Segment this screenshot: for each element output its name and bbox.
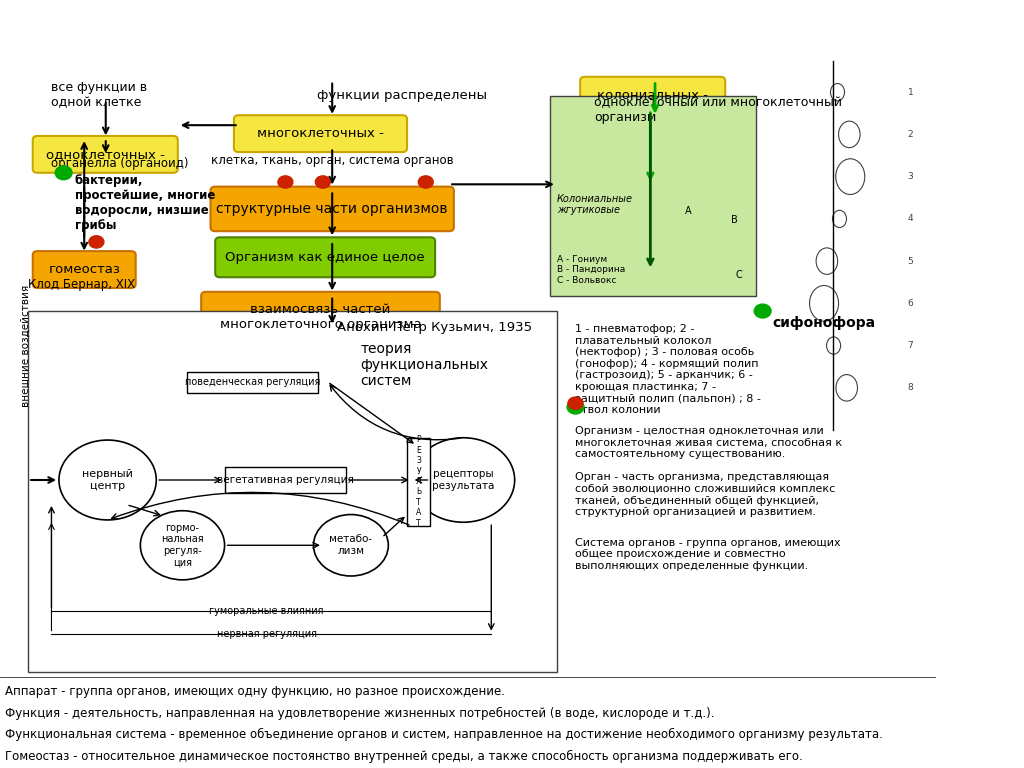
Bar: [224, 467, 346, 494]
Text: рецепторы
результата: рецепторы результата: [432, 469, 495, 491]
Bar: [187, 372, 318, 393]
Text: нервный
центр: нервный центр: [82, 469, 133, 491]
Circle shape: [315, 176, 331, 188]
Bar: [28, 311, 557, 672]
Text: теория
функциональных
систем: теория функциональных систем: [360, 342, 488, 388]
FancyBboxPatch shape: [33, 136, 178, 173]
Text: функции распределены: функции распределены: [317, 90, 487, 102]
Text: гормо-
нальная
регуля-
ция: гормо- нальная регуля- ция: [161, 523, 204, 568]
Text: 2: 2: [907, 130, 913, 139]
Circle shape: [278, 176, 293, 188]
Text: Колониальные
жгутиковые: Колониальные жгутиковые: [557, 194, 633, 215]
Text: нервная регуляция: нервная регуляция: [217, 628, 316, 639]
Text: 1: 1: [907, 88, 913, 97]
Text: Гомеостаз - относительное динамическое постоянство внутренней среды, а также спо: Гомеостаз - относительное динамическое п…: [5, 750, 803, 763]
Text: 6: 6: [907, 299, 913, 308]
Text: гомеостаз: гомеостаз: [48, 263, 120, 276]
Circle shape: [568, 397, 583, 409]
Text: B: B: [731, 215, 738, 225]
Text: 3: 3: [907, 172, 913, 181]
Text: А - Гониум
В - Пандорина
С - Вольвокс: А - Гониум В - Пандорина С - Вольвокс: [557, 255, 625, 285]
Text: 5: 5: [907, 257, 913, 266]
Text: A: A: [684, 206, 691, 216]
Text: 7: 7: [907, 341, 913, 350]
Text: метабо-
лизм: метабо- лизм: [330, 535, 373, 556]
Circle shape: [59, 440, 157, 520]
Text: 8: 8: [907, 383, 913, 392]
Text: внешние воздействия: внешние воздействия: [20, 285, 31, 407]
Text: гуморальные влияния: гуморальные влияния: [210, 605, 324, 616]
Text: бактерии,
простейшие, многие
водоросли, низшие
грибы: бактерии, простейшие, многие водоросли, …: [75, 174, 215, 233]
FancyBboxPatch shape: [201, 292, 439, 342]
Circle shape: [140, 511, 224, 580]
Text: C: C: [736, 270, 742, 280]
Text: взаимосвязь частей
многоклеточного организма: взаимосвязь частей многоклеточного орган…: [219, 303, 421, 331]
Text: одноклеточных -: одноклеточных -: [46, 148, 165, 161]
FancyBboxPatch shape: [581, 77, 725, 114]
Circle shape: [313, 515, 388, 576]
Circle shape: [55, 166, 72, 180]
Text: структурные части организмов: структурные части организмов: [216, 202, 447, 216]
FancyBboxPatch shape: [233, 115, 408, 152]
Text: 4: 4: [907, 214, 913, 223]
Text: Организм - целостная одноклеточная или
многоклеточная живая система, способная к: Организм - целостная одноклеточная или м…: [575, 426, 843, 459]
Text: Анохин Петр Кузьмич, 1935: Анохин Петр Кузьмич, 1935: [337, 321, 532, 334]
Text: вегетативная регуляция: вегетативная регуляция: [217, 475, 354, 485]
Bar: [550, 96, 756, 296]
Text: Аппарат - группа органов, имеющих одну функцию, но разное происхождение.: Аппарат - группа органов, имеющих одну ф…: [5, 685, 505, 698]
FancyBboxPatch shape: [211, 187, 454, 231]
FancyBboxPatch shape: [33, 251, 136, 288]
Circle shape: [755, 304, 771, 318]
Text: органелла (органоид): органелла (органоид): [51, 157, 189, 170]
FancyBboxPatch shape: [215, 237, 435, 277]
Text: одноклеточный или многоклеточный
организм: одноклеточный или многоклеточный организ…: [594, 96, 842, 124]
Text: Функциональная система - временное объединение органов и систем, направленное на: Функциональная система - временное объед…: [5, 728, 883, 741]
Text: колониальных -: колониальных -: [597, 89, 709, 101]
Text: Организм как единое целое: Организм как единое целое: [225, 251, 425, 263]
Text: многоклеточных -: многоклеточных -: [257, 127, 384, 140]
Circle shape: [567, 400, 584, 414]
Circle shape: [89, 236, 103, 248]
Text: поведенческая регуляция: поведенческая регуляция: [185, 377, 321, 388]
Text: Система органов - группа органов, имеющих
общее происхождение и совместно
выполн: Система органов - группа органов, имеющи…: [575, 538, 841, 571]
Circle shape: [412, 438, 515, 522]
Text: 1 - пневматофор; 2 -
плавательный колокол
(нектофор) ; 3 - половая особь
(гонофо: 1 - пневматофор; 2 - плавательный колоко…: [575, 324, 762, 415]
Text: все функции в
одной клетке: все функции в одной клетке: [51, 81, 147, 108]
Text: сифонофора: сифонофора: [772, 316, 876, 330]
Text: Р
Е
З
У
Л
Ь
Т
А
Т: Р Е З У Л Ь Т А Т: [416, 435, 422, 528]
Bar: [408, 438, 430, 526]
Text: клетка, ткань, орган, система органов: клетка, ткань, орган, система органов: [211, 154, 454, 167]
Bar: [767, 46, 927, 445]
Text: Клод Бернар, XIX: Клод Бернар, XIX: [28, 278, 135, 291]
Text: Орган - часть организма, представляющая
собой эволюционно сложившийся комплекс
т: Орган - часть организма, представляющая …: [575, 472, 836, 517]
Text: Функция - деятельность, направленная на удовлетворение жизненных потребностей (в: Функция - деятельность, направленная на …: [5, 707, 714, 720]
Circle shape: [418, 176, 433, 188]
